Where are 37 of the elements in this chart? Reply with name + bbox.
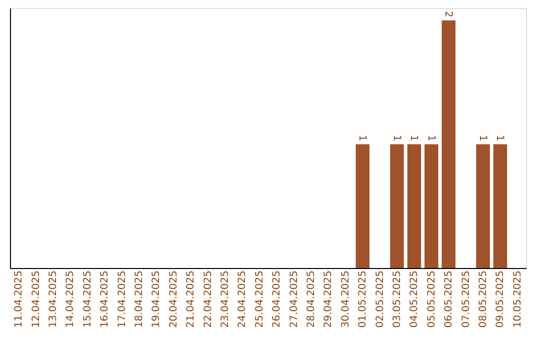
x-tick-label: 08.05.2025 xyxy=(478,270,489,328)
x-tick-label: 01.05.2025 xyxy=(358,270,369,328)
data-label: 1 xyxy=(494,134,506,142)
x-tick-label: 14.04.2025 xyxy=(65,270,76,328)
x-tick-label: 22.04.2025 xyxy=(202,270,214,328)
data-label: 1 xyxy=(477,134,488,142)
x-tick-label: 21.04.2025 xyxy=(186,270,197,328)
x-tick-label: 23.04.2025 xyxy=(220,270,231,328)
x-tick-label: 09.05.2025 xyxy=(495,270,506,328)
x-tick-label: 26.04.2025 xyxy=(272,270,283,328)
x-tick-label: 24.04.2025 xyxy=(237,270,248,328)
x-tick-label: 17.04.2025 xyxy=(116,270,128,328)
x-tick-label: 25.04.2025 xyxy=(254,270,266,328)
x-tick-label: 10.05.2025 xyxy=(512,270,524,328)
x-tick-label: 29.04.2025 xyxy=(323,270,334,328)
data-label: 1 xyxy=(408,134,420,142)
data-label: 2 xyxy=(442,11,454,18)
x-tick-label: 13.04.2025 xyxy=(48,270,59,328)
x-tick-label: 12.04.2025 xyxy=(30,270,42,328)
x-tick-label: 07.05.2025 xyxy=(460,270,472,328)
data-label: 1 xyxy=(356,134,368,142)
x-tick-label: 03.05.2025 xyxy=(392,270,403,328)
data-label: 1 xyxy=(425,134,436,142)
x-tick-label: 30.04.2025 xyxy=(340,270,352,328)
x-tick-label: 18.04.2025 xyxy=(134,270,145,328)
x-tick-label: 27.04.2025 xyxy=(288,270,300,328)
x-tick-label: 28.04.2025 xyxy=(306,270,317,328)
x-tick-label: 19.04.2025 xyxy=(151,270,162,328)
data-label: 1 xyxy=(391,134,402,142)
x-tick-label: 15.04.2025 xyxy=(82,270,94,328)
x-tick-label: 02.05.2025 xyxy=(374,270,386,328)
x-tick-label: 06.05.2025 xyxy=(444,270,455,328)
x-tick-label: 11.04.2025 xyxy=(14,270,25,328)
x-tick-label: 20.04.2025 xyxy=(168,270,180,328)
x-tick-label: 16.04.2025 xyxy=(100,270,111,328)
x-tick-label: 04.05.2025 xyxy=(409,270,420,328)
x-tick-label: 05.05.2025 xyxy=(426,270,438,328)
